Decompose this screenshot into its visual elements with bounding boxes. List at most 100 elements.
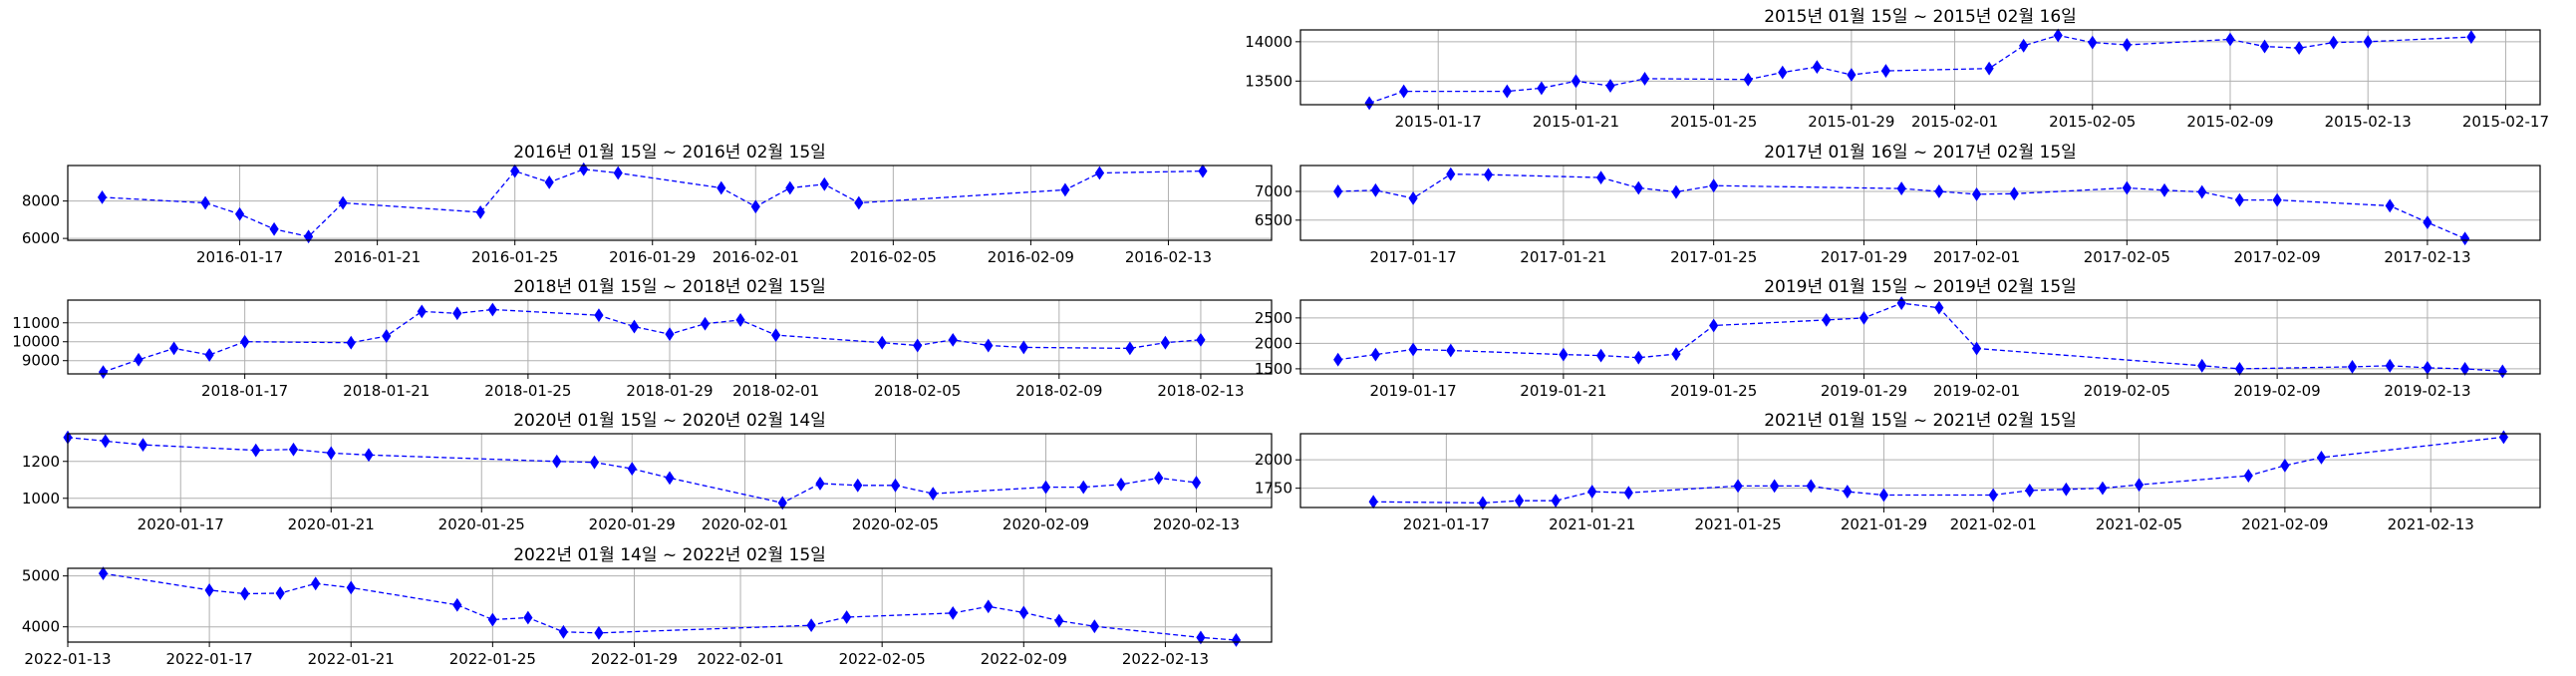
subplot-title: 2019년 01월 15일 ~ 2019년 02월 15일	[1764, 277, 2077, 297]
x-tick-label: 2022-01-29	[591, 650, 678, 668]
data-point	[288, 442, 299, 457]
x-tick-label: 2015-01-17	[1395, 113, 1482, 131]
data-point	[2280, 458, 2290, 473]
data-point	[2294, 41, 2304, 56]
x-tick-label: 2019-02-05	[2084, 382, 2170, 400]
x-tick-label: 2021-02-01	[1950, 515, 2037, 533]
x-tick-label: 2015-02-17	[2462, 113, 2549, 131]
axes-frame	[1299, 165, 2541, 241]
x-tick-label: 2018-02-09	[1015, 382, 1102, 400]
y-tick-label: 9000	[22, 352, 60, 370]
data-point	[251, 443, 261, 458]
data-point	[240, 586, 250, 601]
x-tick-label: 2018-01-29	[626, 382, 713, 400]
x-tick-label: 2019-01-21	[1520, 382, 1606, 400]
data-point	[594, 308, 604, 323]
x-tick-label: 2021-01-21	[1549, 515, 1635, 533]
data-point	[1896, 181, 1906, 195]
data-point	[204, 348, 214, 362]
data-point	[1483, 168, 1494, 182]
series-line	[103, 572, 1237, 641]
x-tick-label: 2020-02-05	[852, 515, 939, 533]
data-point	[2234, 192, 2245, 207]
data-point	[1196, 630, 1206, 645]
data-point	[1040, 480, 1051, 495]
x-tick-label: 2020-02-13	[1153, 515, 1240, 533]
data-point	[819, 176, 829, 191]
subplot-3: 2017년 01월 16일 ~ 2017년 02월 15일 2017-01-17 2…	[1255, 143, 2541, 266]
x-tick-label: 2019-01-25	[1670, 382, 1757, 400]
data-point	[2053, 28, 2063, 43]
data-point	[1878, 488, 1889, 503]
x-tick-label: 2015-02-09	[2186, 113, 2273, 131]
subplot-5: 2019년 01월 15일 ~ 2019년 02월 15일 2019-01-17 2…	[1255, 277, 2541, 400]
data-point	[558, 624, 569, 639]
x-tick-label: 2017-02-13	[2384, 248, 2470, 266]
data-point	[1116, 477, 1126, 492]
data-point	[2009, 186, 2019, 201]
data-point	[1934, 300, 1944, 315]
data-point	[1198, 164, 1208, 178]
x-tick-label: 2018-02-13	[1157, 382, 1244, 400]
x-tick-label: 2017-01-29	[1821, 248, 1907, 266]
data-point	[1054, 613, 1064, 628]
x-tick-label: 2016-02-13	[1125, 248, 1212, 266]
x-tick-label: 2018-02-05	[874, 382, 961, 400]
data-point	[1370, 182, 1380, 197]
data-point	[134, 352, 143, 367]
data-point	[1446, 343, 1456, 358]
data-point	[200, 195, 210, 210]
data-point	[1971, 341, 1982, 356]
y-tick-label: 4000	[22, 618, 60, 636]
data-point	[2347, 359, 2358, 374]
x-tick-label: 2020-01-17	[138, 515, 224, 533]
axes-frame	[67, 165, 1273, 241]
data-point	[1843, 485, 1853, 499]
x-tick-label: 2015-01-21	[1533, 113, 1619, 131]
data-point	[716, 180, 726, 195]
x-tick-label: 2019-02-13	[2384, 382, 2470, 400]
data-point	[1633, 350, 1643, 365]
x-tick-label: 2017-01-21	[1520, 248, 1606, 266]
data-point	[853, 478, 863, 493]
x-tick-label: 2016-02-05	[850, 248, 937, 266]
x-tick-label: 2015-02-13	[2325, 113, 2412, 131]
series-line	[103, 308, 1201, 373]
axes-frame	[1299, 433, 2541, 508]
data-point	[2159, 182, 2169, 197]
subplot-title: 2017년 01월 16일 ~ 2017년 02월 15일	[1764, 143, 2077, 163]
data-point	[2272, 192, 2282, 207]
data-point	[1333, 352, 1343, 367]
y-tick-label: 1500	[1255, 360, 1292, 378]
x-tick-label: 2022-02-01	[697, 650, 783, 668]
data-point	[1778, 65, 1788, 80]
x-tick-label: 2022-02-13	[1122, 650, 1209, 668]
data-point	[1125, 341, 1135, 356]
data-point	[1623, 486, 1633, 501]
data-point	[1537, 81, 1547, 96]
data-point	[97, 189, 108, 204]
x-tick-label: 2022-02-05	[839, 650, 926, 668]
data-point	[1160, 335, 1171, 350]
data-point	[138, 438, 148, 453]
data-point	[2460, 361, 2470, 376]
data-point	[665, 327, 675, 342]
x-tick-label: 2021-02-13	[2388, 515, 2474, 533]
data-point	[2498, 430, 2509, 445]
data-point	[2025, 484, 2035, 498]
x-tick-label: 2017-02-09	[2234, 248, 2321, 266]
data-point	[1859, 310, 1869, 325]
x-tick-label: 2021-02-05	[2096, 515, 2182, 533]
data-point	[1514, 494, 1525, 508]
subplot-title: 2022년 01월 14일 ~ 2022년 02월 15일	[513, 545, 826, 565]
data-point	[2122, 38, 2132, 52]
data-point	[579, 162, 589, 176]
data-point	[1502, 84, 1512, 99]
data-point	[275, 586, 285, 600]
y-tick-label: 1000	[22, 490, 60, 507]
x-tick-label: 2016-01-25	[471, 248, 558, 266]
x-tick-label: 2017-02-01	[1933, 248, 2020, 266]
x-tick-label: 2020-01-21	[288, 515, 375, 533]
x-tick-label: 2020-02-09	[1002, 515, 1089, 533]
x-tick-label: 2022-01-17	[166, 650, 253, 668]
